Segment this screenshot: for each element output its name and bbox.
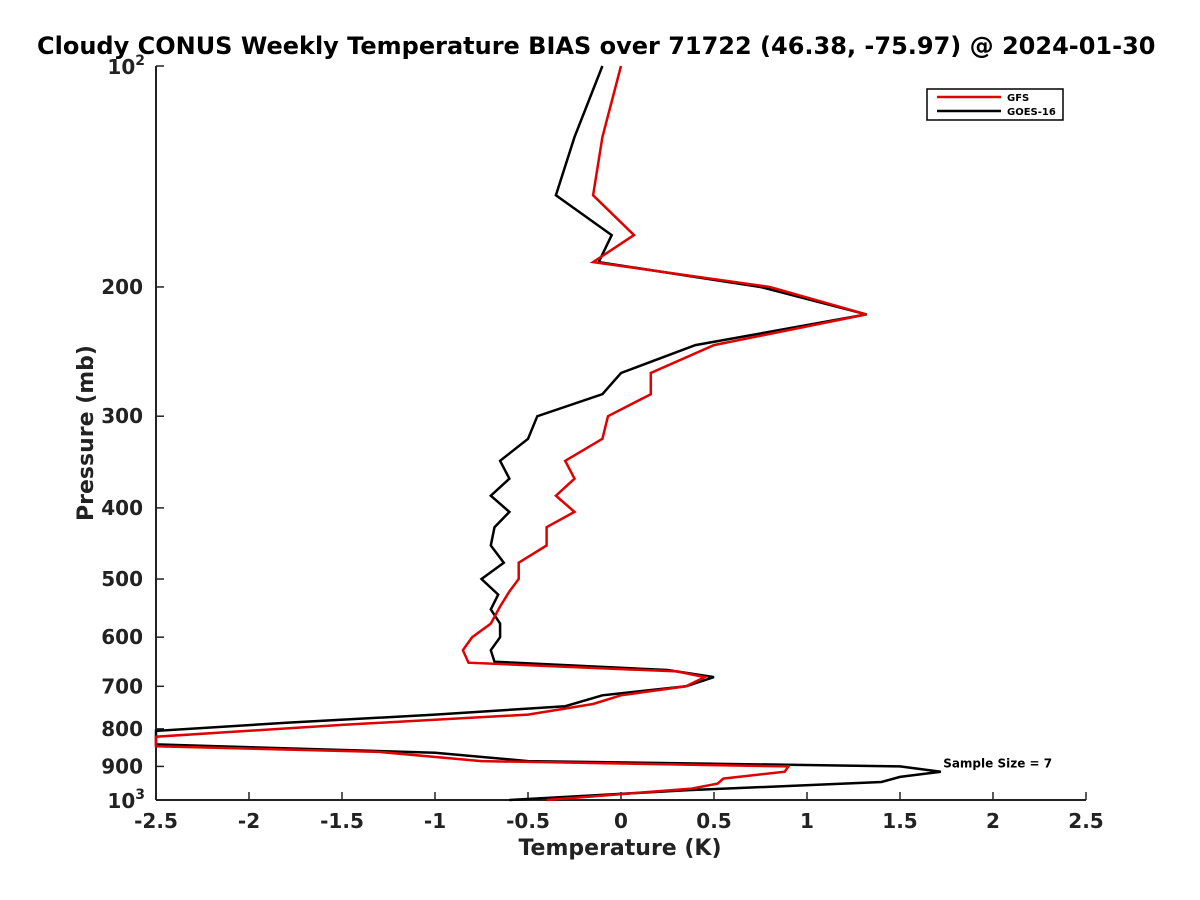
x-tick-label: -2.5 (134, 809, 178, 833)
x-tick-label: -1 (424, 809, 446, 833)
x-tick-label: -2 (238, 809, 260, 833)
y-axis-label: Pressure (mb) (74, 345, 99, 521)
legend-label-goes16: GOES-16 (1007, 107, 1056, 118)
axes-layer: -2.5 -2 -1.5 -1 -0.5 0 0.5 1 1.5 2 2.5 102 200 300 400… (101, 53, 1103, 833)
x-tick-label: 1 (800, 809, 814, 833)
y-tick-label: 400 (101, 496, 143, 520)
series-layer (154, 65, 942, 802)
x-tick-label: 0 (614, 809, 628, 833)
y-tick-label: 300 (101, 404, 143, 428)
series-line-goes16 (154, 65, 942, 802)
legend-label-gfs: GFS (1007, 93, 1029, 104)
series-line-gfs (154, 65, 867, 802)
y-tick-label: 600 (101, 625, 143, 649)
y-tick-label: 700 (101, 674, 143, 698)
x-axis-label: Temperature (K) (518, 836, 721, 861)
x-tick-label: -1.5 (320, 809, 364, 833)
sample-size-annotation: Sample Size = 7 (943, 757, 1052, 771)
y-tick-label: 103 (107, 787, 145, 813)
x-tick-label: -0.5 (506, 809, 550, 833)
x-tick-label: 2.5 (1068, 809, 1103, 833)
x-tick-label: 0.5 (696, 809, 731, 833)
legend-box (926, 88, 1064, 121)
legend: GFS GOES-16 (926, 88, 1064, 121)
y-tick-label: 102 (107, 53, 145, 79)
y-tick-label: 800 (101, 717, 143, 741)
chart-title: Cloudy CONUS Weekly Temperature BIAS ove… (37, 32, 1155, 60)
y-tick-label: 500 (101, 567, 143, 591)
x-tick-label: 1.5 (882, 809, 917, 833)
x-tick-label: 2 (986, 809, 1000, 833)
y-tick-label: 200 (101, 275, 143, 299)
y-tick-label: 900 (101, 754, 143, 778)
